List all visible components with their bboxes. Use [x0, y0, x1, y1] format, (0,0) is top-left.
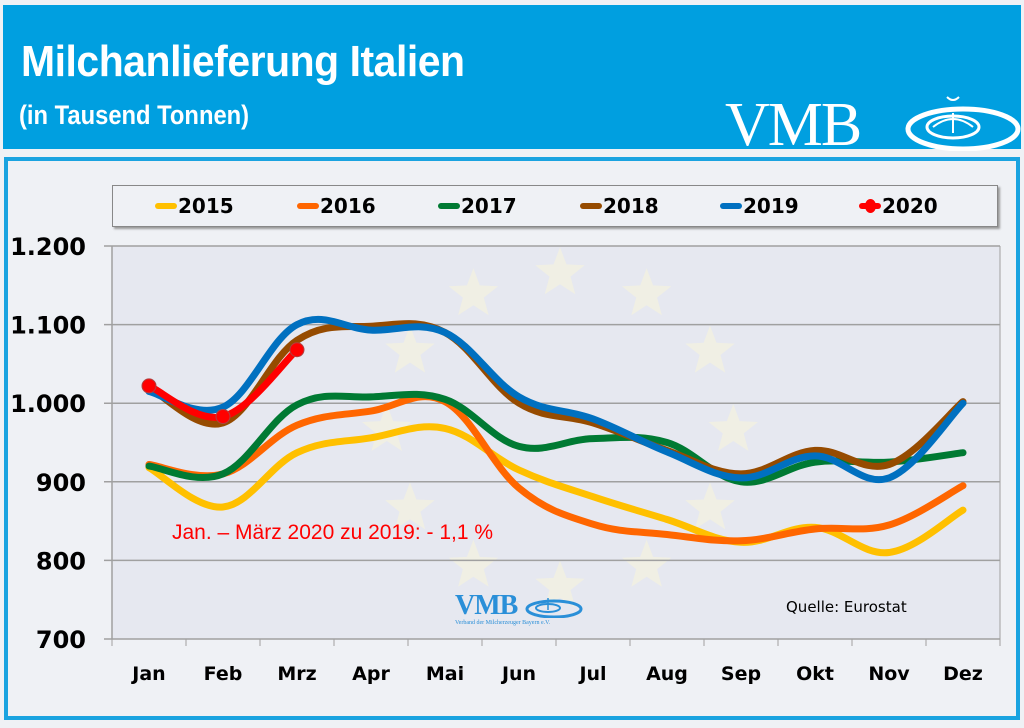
legend-swatch-2016 [297, 203, 319, 209]
chart-subtitle: (in Tausend Tonnen) [19, 100, 250, 130]
series-line-2019 [145, 315, 967, 484]
y-tick-label: 1.100 [10, 312, 86, 340]
x-tick-label: Nov [868, 663, 910, 685]
data-point-2020 [215, 409, 231, 425]
legend-swatch-2019 [720, 203, 742, 209]
vmb-watermark-subtext: Verband der Milcherzeuger Bayern e.V. [455, 620, 551, 626]
y-tick-label: 1.000 [10, 390, 86, 418]
series-lines [141, 315, 967, 557]
vmb-watermark-text: VMB [455, 590, 518, 621]
eu-star-icon [362, 404, 412, 451]
data-point-2020 [141, 378, 157, 394]
frame-top-border [4, 157, 1020, 161]
legend-label: 2019 [743, 194, 799, 218]
vmb-watermark-logo: VMB Verband der Milcherzeuger Bayern e.V… [455, 590, 584, 626]
legend-label: 2015 [178, 194, 234, 218]
legend-item-2015: 2015 [155, 194, 234, 218]
x-tick-label: Jun [500, 663, 536, 685]
legend-swatch-2017 [438, 203, 460, 209]
y-tick-label: 800 [36, 547, 86, 575]
eu-star-icon [685, 482, 735, 530]
eu-star-icon [448, 268, 499, 316]
x-tick-label: Mrz [277, 663, 316, 685]
legend: 2015 2016 2017 2018 2019 2020 [112, 185, 998, 227]
x-tick-label: Aug [646, 663, 688, 685]
y-axis-ticks: 700 800 900 1.000 1.100 1.200 [10, 233, 86, 654]
legend-label: 2020 [882, 194, 938, 218]
series-line-2016 [145, 393, 967, 545]
legend-swatch-2018 [580, 203, 602, 209]
legend-item-2018: 2018 [580, 194, 659, 218]
x-tick-label: Jan [130, 663, 165, 685]
comparison-annotation: Jan. – März 2020 zu 2019: - 1,1 % [172, 521, 494, 544]
x-axis-ticks: Jan Feb Mrz Apr Mai Jun Jul Aug Sep Okt Nov Dez [111, 639, 1001, 685]
eu-star-icon [535, 560, 585, 608]
legend-label: 2016 [320, 194, 376, 218]
x-tick-label: Dez [943, 663, 983, 685]
x-tick-label: Okt [796, 663, 834, 685]
x-tick-label: Feb [204, 663, 243, 685]
vmb-logo-icon [905, 96, 1021, 151]
legend-item-2019: 2019 [720, 194, 799, 218]
eu-star-icon [535, 247, 585, 295]
eu-star-icon [621, 268, 672, 316]
data-point-2020 [289, 342, 305, 358]
vmb-watermark-icon [525, 598, 583, 619]
legend-swatch-2015 [155, 203, 177, 209]
x-tick-label: Mai [426, 663, 464, 685]
legend-item-2016: 2016 [297, 194, 376, 218]
source-note: Quelle: Eurostat [786, 598, 907, 616]
x-tick-label: Sep [721, 663, 761, 685]
eu-star-icon [621, 539, 672, 587]
chart-frame [4, 160, 1020, 720]
y-tick-label: 700 [36, 626, 86, 654]
eu-star-icon [448, 539, 499, 587]
eu-stars-watermark [362, 247, 758, 608]
y-tick-label: 900 [36, 469, 86, 497]
eu-star-icon [385, 325, 435, 373]
y-tick-label: 1.200 [10, 233, 86, 261]
legend-label: 2017 [461, 194, 517, 218]
vmb-logo-text: VMB [725, 97, 861, 149]
eu-star-icon [685, 325, 735, 373]
eu-star-icon [385, 482, 435, 530]
x-tick-label: Jul [577, 663, 606, 685]
legend-item-2020: 2020 [859, 194, 938, 218]
legend-label: 2018 [603, 194, 659, 218]
series-line-2018 [145, 320, 967, 478]
series-line-2017 [145, 390, 967, 486]
eu-star-icon [708, 404, 758, 451]
header-banner: Milchanlieferung Italien (in Tausend Ton… [3, 5, 1021, 151]
legend-item-2017: 2017 [438, 194, 517, 218]
legend-swatch-2020 [859, 199, 881, 213]
chart-title: Milchanlieferung Italien [21, 37, 465, 86]
x-tick-label: Apr [352, 663, 390, 685]
legend-marker-2020 [865, 199, 876, 213]
